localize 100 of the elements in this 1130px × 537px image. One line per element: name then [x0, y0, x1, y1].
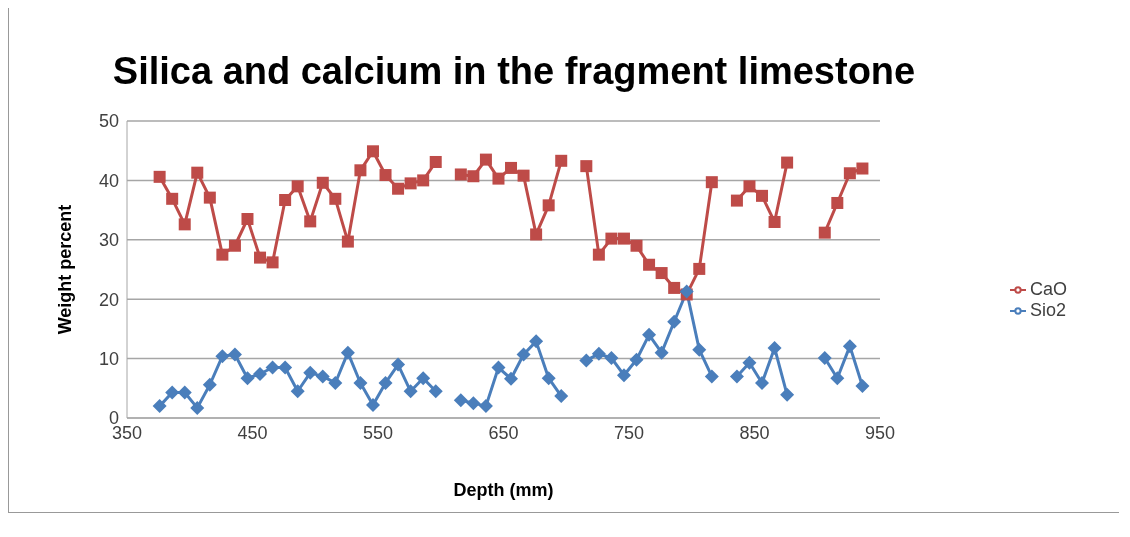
point [643, 258, 656, 271]
point [478, 399, 493, 414]
x-tick-label: 850 [739, 422, 770, 443]
point [166, 192, 179, 205]
point [241, 213, 254, 226]
point [428, 384, 443, 399]
x-tick-label: 450 [237, 422, 268, 443]
point [529, 334, 544, 349]
point [228, 239, 241, 252]
point [354, 164, 367, 177]
point [517, 169, 530, 182]
point [279, 194, 292, 206]
legend-label: Sio2 [1029, 300, 1067, 320]
point [604, 351, 619, 366]
x-axis-title: Depth (mm) [453, 480, 554, 500]
point [216, 248, 229, 261]
point [328, 375, 343, 390]
point [203, 191, 216, 204]
point [379, 169, 392, 182]
point [516, 347, 531, 362]
point [693, 262, 706, 275]
point [580, 160, 593, 173]
point [668, 281, 681, 294]
point [629, 352, 644, 367]
point [453, 393, 468, 408]
point [265, 360, 280, 375]
point [704, 369, 719, 384]
point [315, 369, 330, 384]
y-tick-label: 20 [98, 289, 119, 310]
point [667, 314, 682, 329]
point [743, 180, 756, 193]
point [780, 387, 795, 402]
x-tick-label: 650 [488, 422, 519, 443]
point [291, 180, 304, 193]
point [617, 232, 630, 245]
point [316, 176, 329, 189]
point [655, 267, 668, 280]
point [504, 371, 519, 386]
point [591, 346, 606, 361]
point [554, 389, 569, 404]
point [290, 384, 305, 399]
point [177, 385, 192, 400]
point [492, 172, 505, 185]
point [253, 367, 268, 382]
point [555, 154, 568, 167]
point [215, 349, 230, 364]
point [278, 360, 293, 375]
point [365, 397, 380, 412]
point [340, 345, 355, 360]
point [378, 375, 393, 390]
point [403, 384, 418, 399]
point [366, 145, 379, 158]
y-tick-label: 40 [98, 170, 119, 191]
point [303, 365, 318, 380]
point [491, 360, 506, 375]
point [592, 248, 605, 261]
point [705, 176, 718, 189]
point [416, 371, 431, 386]
point [742, 355, 757, 370]
point [227, 347, 242, 362]
point [391, 357, 406, 372]
y-tick-label: 10 [98, 348, 119, 369]
point [756, 189, 769, 202]
point [542, 199, 555, 212]
point [541, 371, 556, 386]
point [353, 375, 368, 390]
point [817, 351, 832, 366]
x-tick-label: 750 [613, 422, 645, 443]
point [165, 385, 180, 400]
x-tick-label: 950 [864, 422, 896, 443]
point [240, 371, 255, 386]
point [831, 196, 844, 209]
point [767, 340, 782, 355]
point [642, 327, 657, 342]
point [755, 375, 770, 390]
point [729, 369, 744, 384]
point [781, 156, 794, 169]
y-axis-title: Weight percent [55, 204, 76, 335]
point [417, 174, 430, 187]
point [479, 153, 492, 166]
point [616, 368, 631, 383]
point [202, 377, 217, 392]
point [454, 168, 467, 181]
point [505, 161, 518, 174]
point [605, 232, 618, 245]
point [530, 228, 543, 241]
point [341, 235, 354, 248]
point [856, 162, 869, 175]
point [404, 177, 417, 190]
point [429, 155, 442, 168]
point [830, 371, 845, 386]
point [392, 182, 405, 195]
x-tick-label: 550 [362, 422, 394, 443]
point [467, 170, 480, 183]
point [843, 167, 856, 180]
point [466, 396, 481, 411]
point [190, 400, 205, 415]
point [153, 170, 166, 183]
chart-title: Silica and calcium in the fragment limestone [111, 49, 917, 92]
point [329, 192, 342, 205]
